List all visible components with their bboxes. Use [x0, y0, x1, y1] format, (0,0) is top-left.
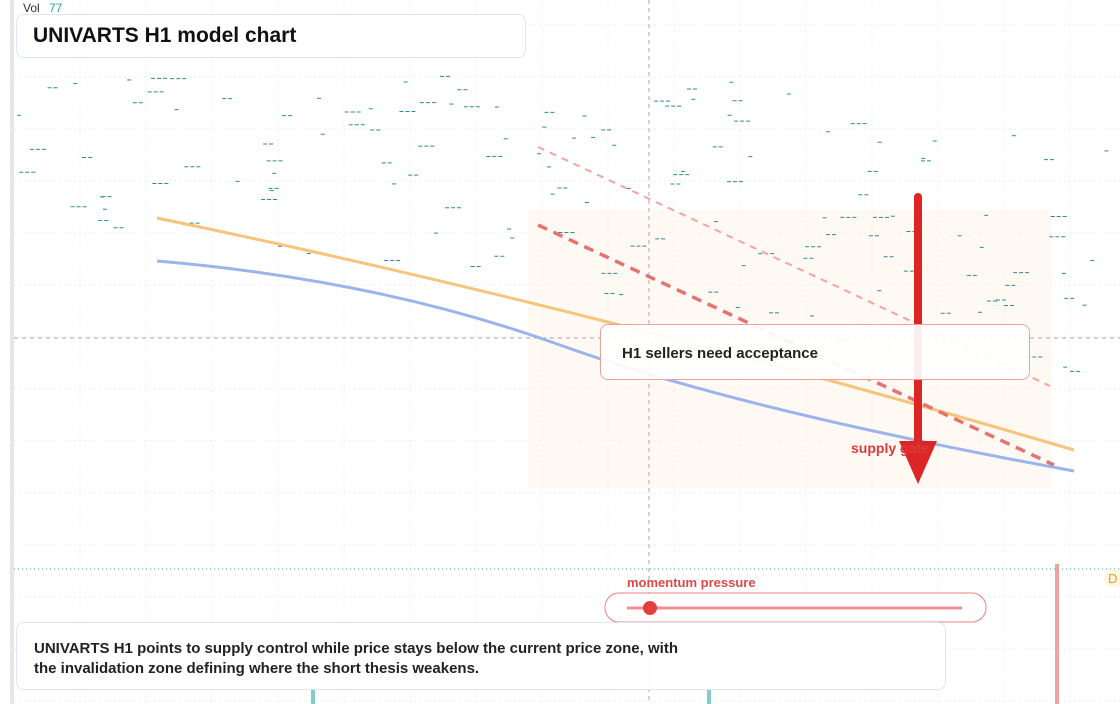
title-box: UNIVARTS H1 model chart [16, 14, 526, 58]
badge: D [1108, 571, 1117, 586]
volume-bar [707, 690, 711, 704]
orange-average [156, 216, 1075, 452]
momentum-dot [643, 601, 657, 615]
lower-trendline [537, 223, 1055, 467]
price-ticks [16, 75, 1109, 372]
arrow-head [899, 441, 937, 484]
callout: H1 sellers need acceptance [622, 345, 818, 362]
summary: UNIVARTS H1 points to supply control whi… [34, 640, 678, 677]
summary-box: UNIVARTS H1 points to supply control whi… [16, 622, 946, 690]
volume-bar [311, 690, 315, 704]
zone-label: supply gate [851, 440, 929, 456]
blue-average [156, 259, 1075, 473]
vol-label: Vol [23, 1, 40, 15]
badge-bg [1104, 570, 1120, 587]
title: UNIVARTS H1 model chart [33, 24, 297, 47]
left-edge [10, 0, 14, 704]
vol-value: 77 [49, 1, 63, 15]
indicator-label: momentum pressure [627, 575, 756, 590]
callout-box: H1 sellers need acceptance [600, 324, 1030, 380]
volume-bar [1055, 564, 1059, 704]
